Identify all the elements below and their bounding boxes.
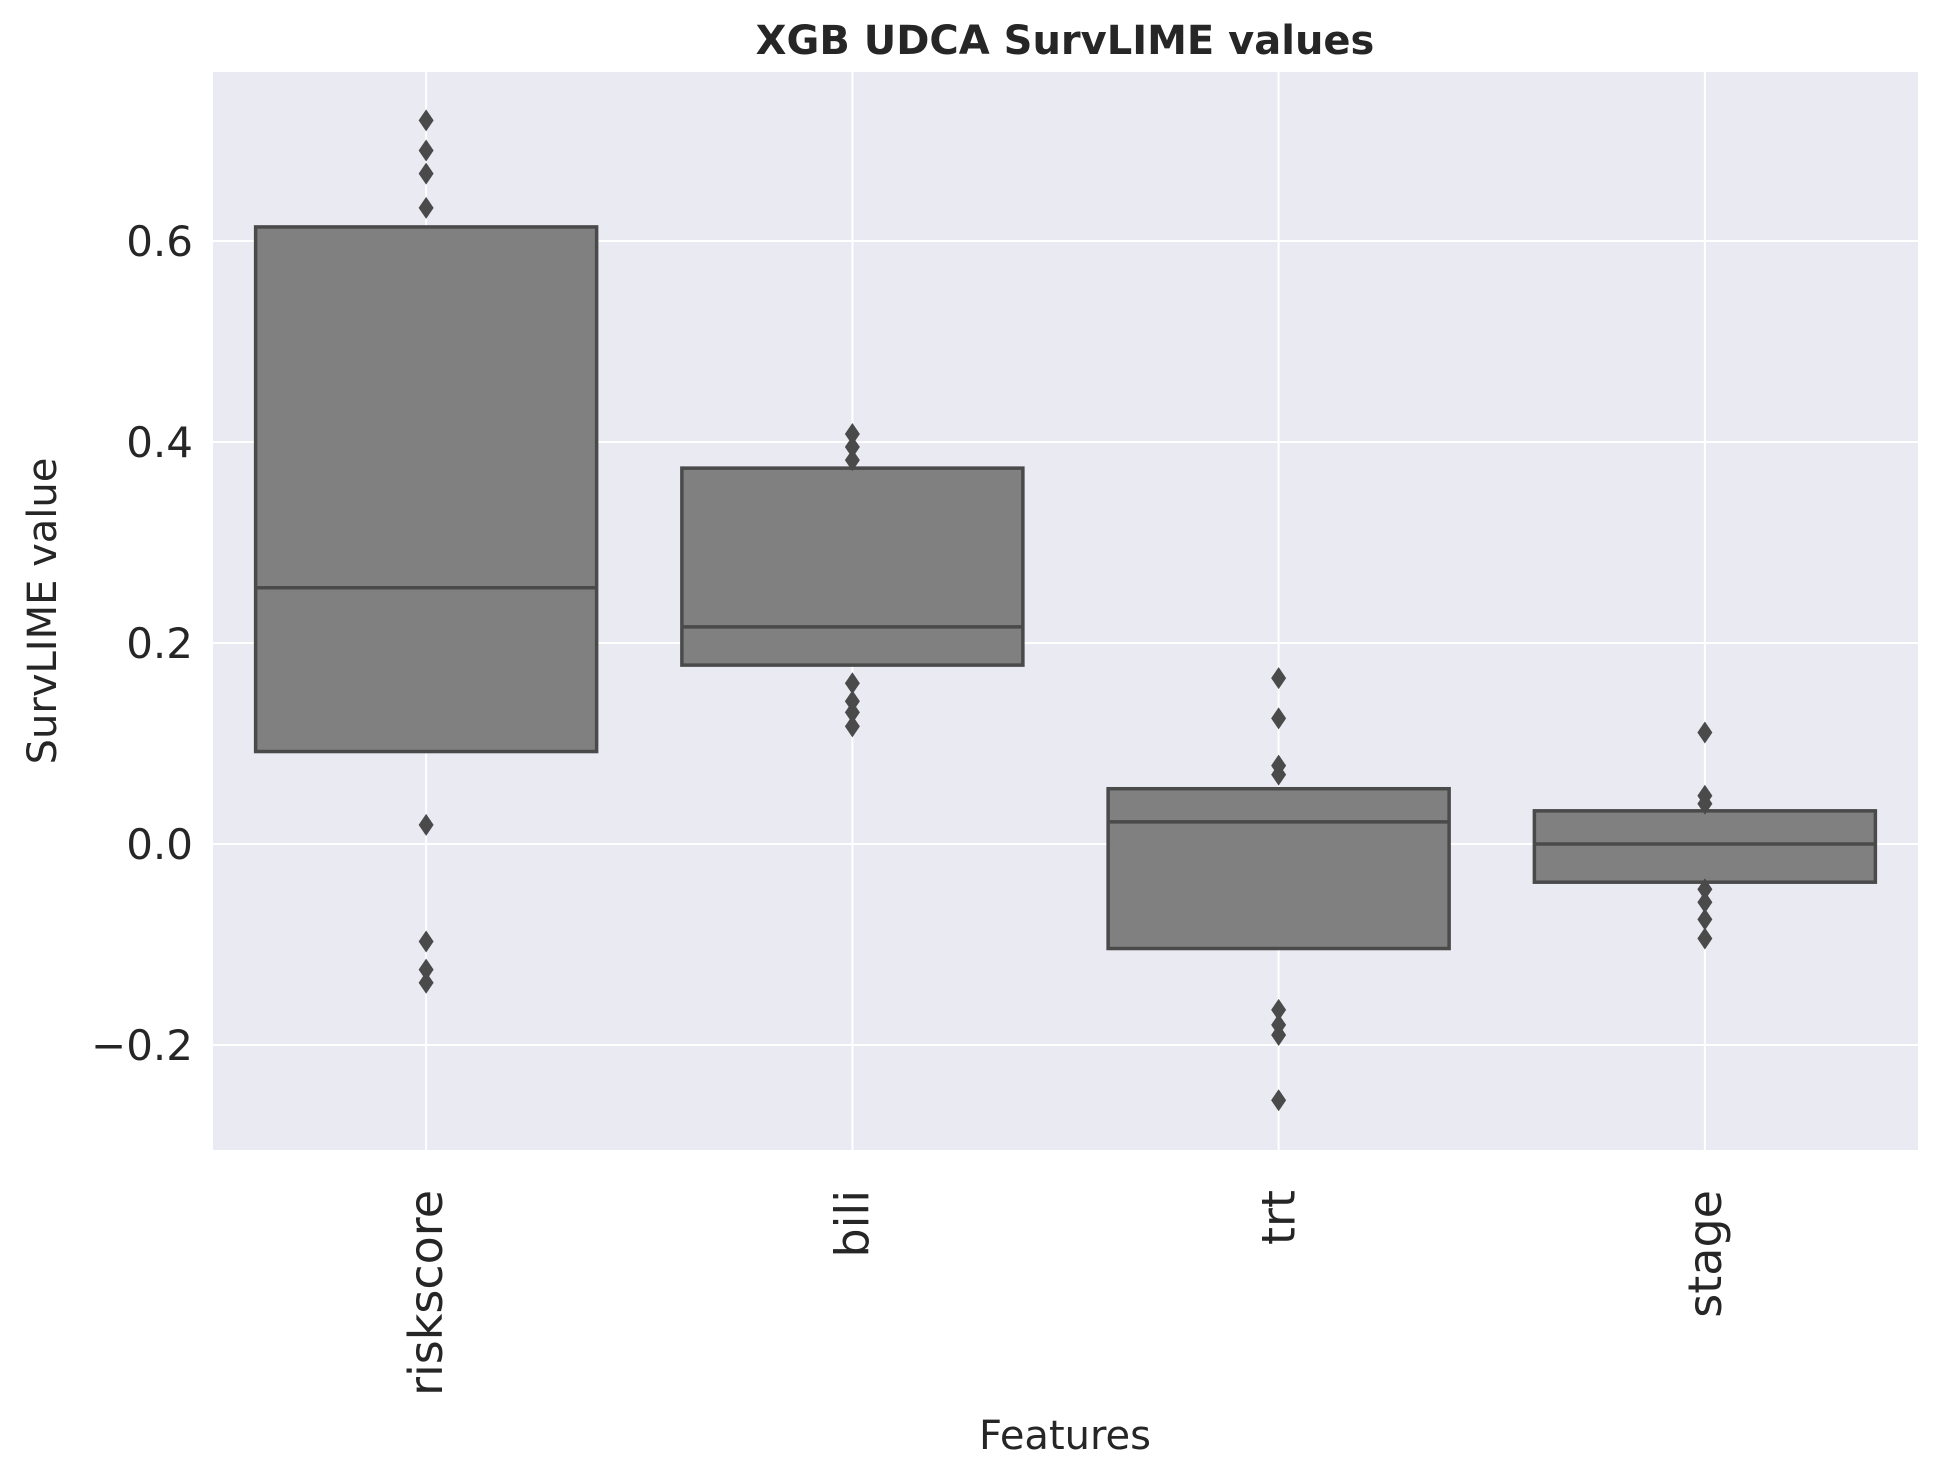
chart-title: XGB UDCA SurvLIME values [756,18,1375,64]
y-axis: −0.2 0.0 0.2 0.4 0.6 [91,217,193,1070]
outlier-point [1271,763,1287,786]
outlier-point [844,422,860,445]
outlier-point [1697,721,1713,744]
box-rect [680,466,1025,667]
y-axis-label: SurvLIME value [20,458,66,765]
outlier-point [1271,1023,1287,1046]
outlier-point [418,139,434,162]
box-rect [1532,809,1878,884]
y-tick-label: 0.0 [126,820,193,869]
box-riskscore [253,109,599,994]
outlier-point [418,109,434,132]
outlier-point [1697,927,1713,950]
outlier-point [1697,891,1713,914]
x-axis: riskscore bili trt stage [399,1190,1732,1396]
outlier-point [418,958,434,981]
outlier-point [418,162,434,185]
outlier-point [1271,707,1287,730]
outlier-point [418,813,434,836]
outlier-point [1697,792,1713,815]
outlier-point [1271,667,1287,690]
outlier-point [1697,878,1713,901]
x-tick-label: riskscore [399,1190,453,1396]
outlier-point [844,690,860,713]
outlier-point [844,715,860,738]
outlier-point [1271,998,1287,1021]
outlier-point [844,436,860,459]
x-axis-label: Features [979,1413,1151,1459]
outlier-point [1271,1089,1287,1112]
outlier-point [418,196,434,219]
y-tick-label: 0.4 [126,418,193,467]
x-tick-label: trt [1252,1190,1306,1245]
x-tick-label: bili [825,1190,879,1258]
outlier-point [844,449,860,472]
y-tick-label: 0.2 [126,619,193,668]
x-tick-label: stage [1678,1190,1732,1318]
box-rect [1106,786,1451,951]
box-rect [253,225,599,754]
outlier-point [844,672,860,695]
outlier-point [418,971,434,994]
y-tick-label: 0.6 [126,217,193,266]
box-stage [1532,721,1878,950]
outlier-point [844,701,860,724]
y-tick-label: −0.2 [91,1021,193,1070]
box-bili [680,422,1025,738]
box-trt [1106,667,1451,1112]
boxes [253,109,1878,1112]
outlier-point [1697,908,1713,931]
outlier-point [418,930,434,953]
